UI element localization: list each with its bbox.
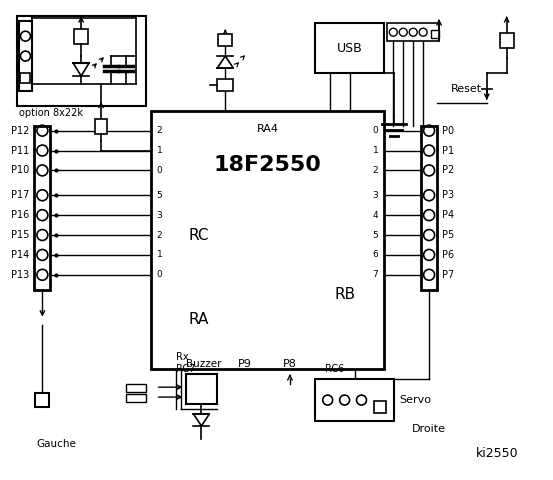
- Text: P3: P3: [442, 190, 454, 200]
- Text: P6: P6: [442, 250, 454, 260]
- Text: P10: P10: [11, 166, 29, 175]
- Bar: [151, 111, 384, 369]
- Text: Servo: Servo: [399, 395, 431, 405]
- Bar: [34, 126, 50, 290]
- Bar: [315, 379, 394, 421]
- Text: Rx: Rx: [176, 352, 188, 362]
- Text: 7: 7: [373, 270, 378, 279]
- Text: 4: 4: [373, 211, 378, 220]
- Text: RC6: RC6: [325, 364, 344, 374]
- Text: Buzzer: Buzzer: [186, 359, 221, 369]
- Text: RA4: RA4: [257, 124, 279, 133]
- Text: P12: P12: [11, 126, 29, 136]
- Text: P0: P0: [442, 126, 454, 136]
- Text: option 8x22k: option 8x22k: [19, 108, 84, 118]
- Text: RB: RB: [335, 287, 356, 302]
- Text: ki2550: ki2550: [476, 447, 518, 460]
- Text: P17: P17: [11, 190, 29, 200]
- Text: 2: 2: [156, 126, 163, 135]
- Text: P8: P8: [283, 359, 297, 369]
- Bar: [35, 393, 49, 407]
- Text: RA: RA: [189, 312, 209, 327]
- Text: RC: RC: [189, 228, 209, 242]
- Text: 1: 1: [156, 251, 163, 259]
- Text: Droite: Droite: [412, 424, 446, 434]
- Bar: [95, 119, 107, 133]
- Text: 18F2550: 18F2550: [213, 156, 321, 175]
- Text: 3: 3: [156, 211, 163, 220]
- Text: RC7: RC7: [176, 364, 195, 374]
- Text: 1: 1: [373, 146, 378, 155]
- Text: P1: P1: [442, 145, 454, 156]
- Bar: [126, 384, 146, 392]
- Text: 2: 2: [373, 166, 378, 175]
- Bar: [17, 16, 146, 106]
- Text: USB: USB: [337, 42, 362, 55]
- Text: 3: 3: [373, 191, 378, 200]
- Text: P16: P16: [11, 210, 29, 220]
- Text: P15: P15: [11, 230, 29, 240]
- Bar: [217, 79, 233, 91]
- Bar: [315, 23, 384, 73]
- Text: Gauche: Gauche: [36, 439, 76, 449]
- Bar: [374, 401, 387, 413]
- Text: Reset: Reset: [451, 84, 482, 94]
- Text: P9: P9: [238, 359, 252, 369]
- Bar: [20, 73, 30, 83]
- Text: P13: P13: [11, 270, 29, 280]
- Text: 0: 0: [156, 270, 163, 279]
- Text: P5: P5: [442, 230, 454, 240]
- Text: P4: P4: [442, 210, 454, 220]
- Text: 0: 0: [373, 126, 378, 135]
- Bar: [218, 34, 232, 46]
- Bar: [387, 23, 439, 41]
- Text: 5: 5: [156, 191, 163, 200]
- Bar: [74, 29, 88, 44]
- Bar: [185, 374, 217, 404]
- Bar: [421, 126, 437, 290]
- Text: P14: P14: [11, 250, 29, 260]
- Bar: [431, 30, 439, 38]
- Text: 5: 5: [373, 230, 378, 240]
- Text: P2: P2: [442, 166, 454, 175]
- Bar: [500, 33, 514, 48]
- Text: P7: P7: [442, 270, 454, 280]
- Text: 6: 6: [373, 251, 378, 259]
- Text: 2: 2: [156, 230, 163, 240]
- Bar: [126, 394, 146, 402]
- Text: P11: P11: [11, 145, 29, 156]
- Text: 0: 0: [156, 166, 163, 175]
- Text: 1: 1: [156, 146, 163, 155]
- Bar: [18, 21, 33, 91]
